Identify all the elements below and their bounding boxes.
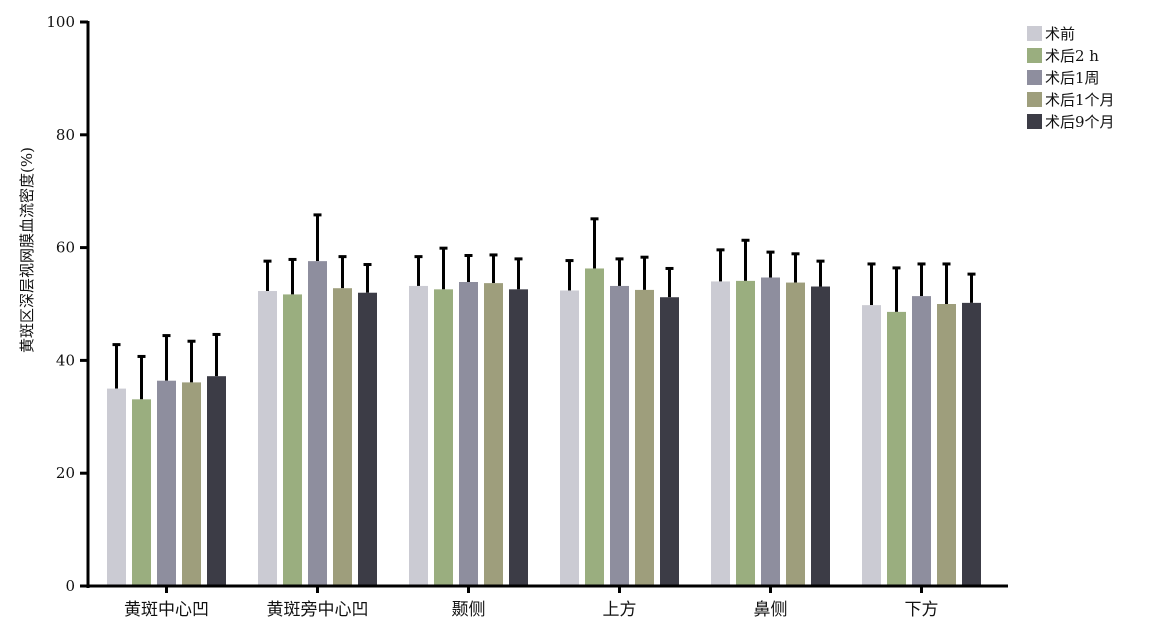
x-tick-label: 下方 bbox=[905, 600, 939, 620]
y-axis-label: 黄斑区深层视网膜血流密度(%) bbox=[18, 147, 36, 353]
bar bbox=[283, 294, 302, 586]
x-tick-label: 黄斑中心凹 bbox=[124, 600, 209, 620]
y-tick-label: 0 bbox=[65, 577, 75, 595]
legend-label: 术后1个月 bbox=[1045, 90, 1115, 109]
legend-label: 术前 bbox=[1045, 24, 1076, 43]
legend-label: 术后2 h bbox=[1045, 46, 1099, 65]
bar bbox=[736, 280, 755, 586]
bar bbox=[484, 283, 503, 586]
legend-item: 术前 bbox=[1027, 22, 1115, 44]
x-tick-label: 鼻侧 bbox=[754, 600, 788, 620]
bar bbox=[157, 380, 176, 586]
bar bbox=[862, 305, 881, 586]
bar bbox=[258, 291, 277, 586]
x-tick-label: 黄斑旁中心凹 bbox=[267, 600, 369, 620]
bar bbox=[182, 382, 201, 586]
bar bbox=[585, 268, 604, 586]
y-tick-label: 40 bbox=[56, 351, 75, 369]
x-tick-label: 颞侧 bbox=[452, 600, 486, 620]
bar bbox=[459, 282, 478, 586]
bar bbox=[560, 290, 579, 586]
legend-swatch bbox=[1027, 69, 1042, 85]
x-tick-label: 上方 bbox=[603, 600, 637, 620]
bar bbox=[912, 296, 931, 586]
bar bbox=[333, 288, 352, 586]
legend-swatch bbox=[1027, 91, 1042, 107]
bar bbox=[962, 302, 981, 586]
legend-item: 术后9个月 bbox=[1027, 110, 1115, 132]
bar bbox=[610, 285, 629, 586]
bar bbox=[635, 289, 654, 586]
bar bbox=[761, 277, 780, 586]
legend-item: 术后1周 bbox=[1027, 66, 1115, 88]
legend-item: 术后1个月 bbox=[1027, 88, 1115, 110]
axes: 0 20 40 60 80 100 黄斑中心凹 黄斑旁中心凹 颞侧 上方 鼻侧 下方 bbox=[46, 13, 1008, 620]
bar bbox=[509, 289, 528, 586]
plot-marks bbox=[107, 213, 981, 586]
legend-swatch bbox=[1027, 47, 1042, 63]
bar bbox=[409, 285, 428, 586]
bar bbox=[358, 292, 377, 586]
bar bbox=[937, 304, 956, 586]
legend-label: 术后1周 bbox=[1045, 68, 1100, 87]
y-tick-label: 100 bbox=[46, 13, 75, 31]
bar bbox=[786, 282, 805, 586]
bar bbox=[887, 311, 906, 586]
bar bbox=[711, 281, 730, 586]
bar bbox=[132, 399, 151, 586]
bar bbox=[660, 297, 679, 586]
legend: 术前术后2 h 术后1周术后1个月术后9个月 bbox=[1027, 22, 1115, 132]
legend-item: 术后2 h bbox=[1027, 44, 1115, 66]
bar bbox=[207, 376, 226, 586]
bar bbox=[107, 388, 126, 586]
y-tick-label: 60 bbox=[56, 239, 75, 257]
legend-label: 术后9个月 bbox=[1045, 112, 1115, 131]
legend-swatch bbox=[1027, 25, 1042, 41]
y-tick-label: 80 bbox=[56, 126, 75, 144]
bar bbox=[434, 289, 453, 586]
bar bbox=[308, 261, 327, 586]
y-tick-label: 20 bbox=[56, 464, 75, 482]
legend-swatch bbox=[1027, 113, 1042, 129]
bar bbox=[811, 286, 830, 586]
